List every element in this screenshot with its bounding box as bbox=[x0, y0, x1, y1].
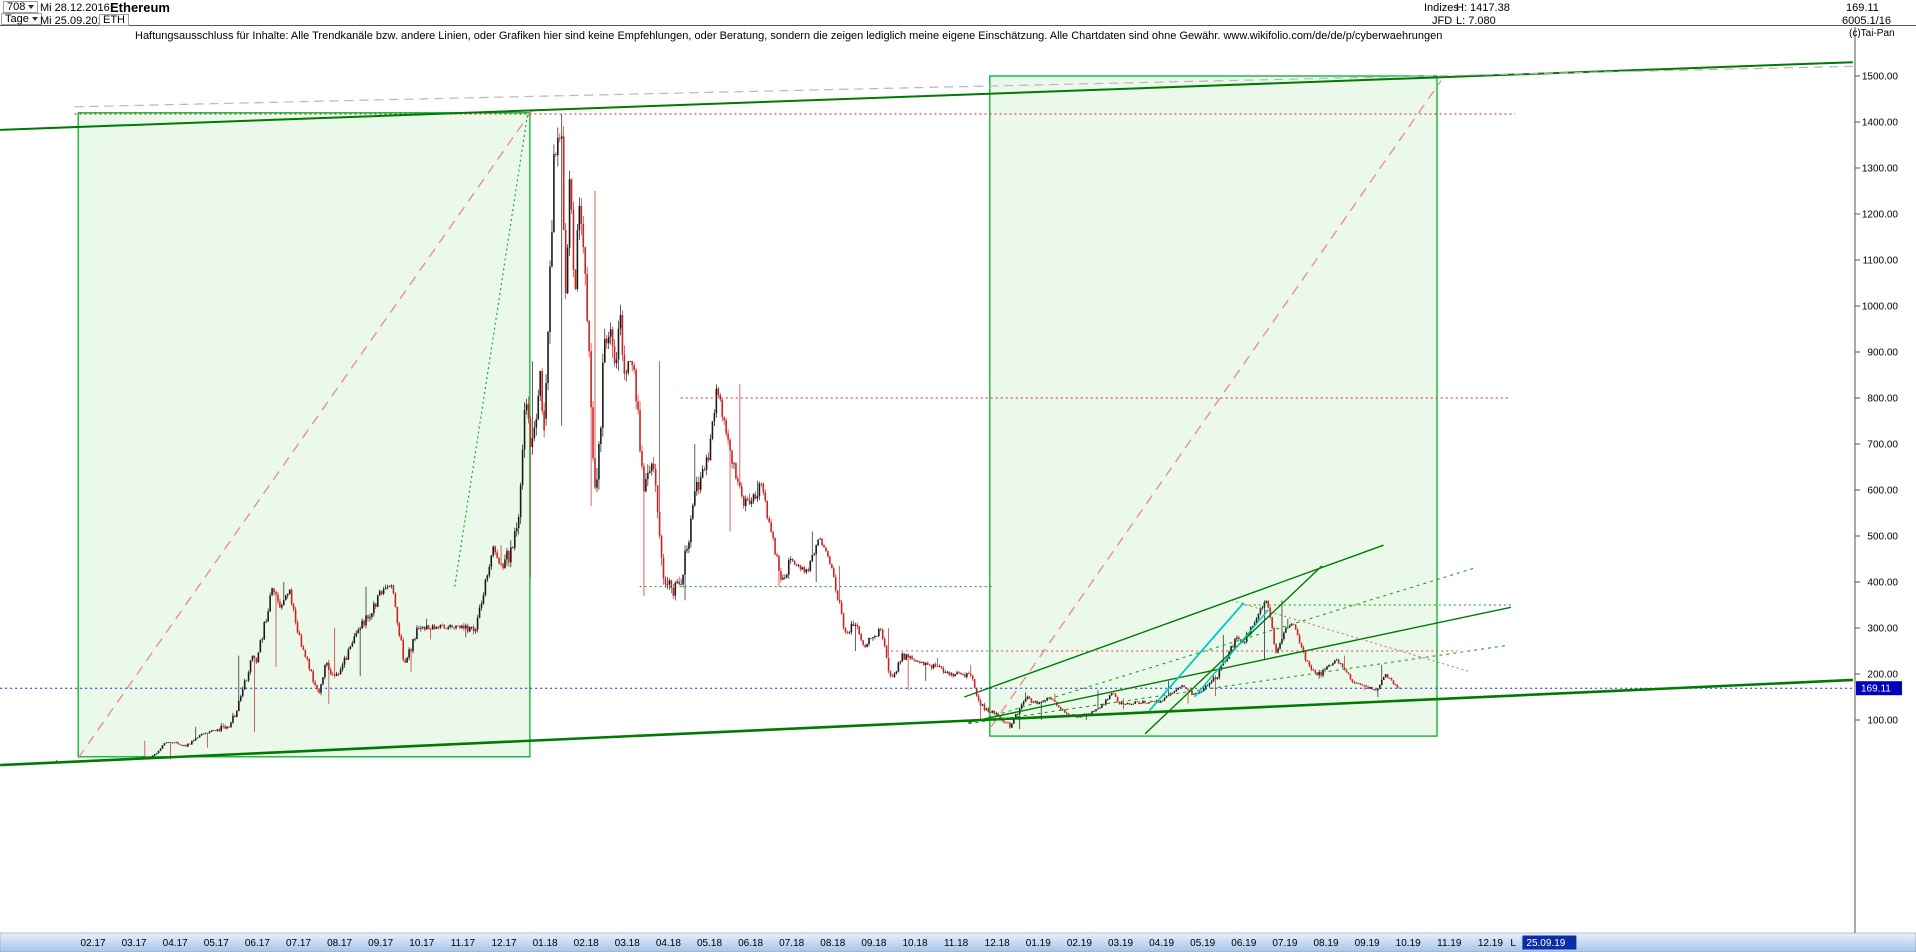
time-tick-label: 08.17 bbox=[327, 938, 352, 949]
cyan-trend-a bbox=[1148, 602, 1245, 712]
time-tick-label: 07.17 bbox=[286, 938, 311, 949]
price-tick-label: 1000.00 bbox=[1862, 302, 1899, 313]
time-tick-label: 03.19 bbox=[1108, 938, 1133, 949]
time-tick-label: 01.19 bbox=[1026, 938, 1051, 949]
time-tick-label: 05.18 bbox=[697, 938, 722, 949]
chevron-down-icon bbox=[31, 17, 38, 21]
trendlines-front bbox=[0, 61, 1853, 767]
price-tick-label: 100.00 bbox=[1867, 716, 1898, 727]
rally-2017-dashed bbox=[77, 110, 533, 759]
bars-count-value: 708 bbox=[7, 1, 26, 13]
day-high-value: H: 1417.38 bbox=[1456, 2, 1510, 14]
time-tick-label: 09.17 bbox=[368, 938, 393, 949]
time-tick-label: 05.19 bbox=[1190, 938, 1215, 949]
price-tick-label: 900.00 bbox=[1867, 348, 1898, 359]
candlestick-series bbox=[52, 114, 1401, 764]
time-tick-label: 07.18 bbox=[779, 938, 804, 949]
time-tick-label: 09.19 bbox=[1355, 938, 1380, 949]
time-tick-label: 04.17 bbox=[163, 938, 188, 949]
price-tick-label: 1200.00 bbox=[1862, 210, 1899, 221]
price-tick-label: 200.00 bbox=[1867, 670, 1898, 681]
price-tick-label: 700.00 bbox=[1867, 440, 1898, 451]
price-tick-label: 800.00 bbox=[1867, 394, 1898, 405]
price-tick-label: 1100.00 bbox=[1863, 256, 1899, 267]
price-tick-label: 400.00 bbox=[1867, 578, 1898, 589]
time-tick-label: 10.19 bbox=[1396, 938, 1421, 949]
time-tick-label: 10.17 bbox=[409, 938, 434, 949]
price-levels bbox=[0, 113, 1853, 689]
cyan-trend-b bbox=[1193, 609, 1269, 698]
time-tick-label: 08.18 bbox=[820, 938, 845, 949]
last-price-value: 169.11 bbox=[1846, 2, 1879, 14]
time-tick-label: 04.19 bbox=[1149, 938, 1174, 949]
time-tick-label: 02.19 bbox=[1067, 938, 1092, 949]
price-tick-label: 1500.00 bbox=[1862, 72, 1899, 83]
time-tick-label: 01.18 bbox=[533, 938, 558, 949]
price-tick-label: 600.00 bbox=[1867, 486, 1898, 497]
timeframe-value: Tage bbox=[5, 13, 29, 25]
time-tick-label: 07.19 bbox=[1272, 938, 1297, 949]
time-tick-label: 06.19 bbox=[1231, 938, 1256, 949]
day-low-value: L: 7.080 bbox=[1456, 15, 1496, 27]
plot-area bbox=[0, 61, 1853, 767]
price-tick-label: 300.00 bbox=[1867, 624, 1898, 635]
time-tick-label: 10.18 bbox=[902, 938, 927, 949]
time-tick-label: 08.19 bbox=[1313, 938, 1338, 949]
time-tick-label: 06.18 bbox=[738, 938, 763, 949]
last-date-value: 25.09.19 bbox=[1526, 938, 1565, 949]
time-tick-label: 05.17 bbox=[204, 938, 229, 949]
price-tick-label: 500.00 bbox=[1867, 532, 1898, 543]
time-tick-label: 04.18 bbox=[656, 938, 681, 949]
quote-value: 6005.1/16 bbox=[1842, 15, 1891, 27]
time-tick-label: 12.17 bbox=[491, 938, 516, 949]
time-tick-label: 02.17 bbox=[80, 938, 105, 949]
chevron-down-icon bbox=[28, 5, 35, 9]
last-date-badge bbox=[1522, 935, 1577, 950]
lower-support-line bbox=[0, 678, 1853, 767]
upper-gray-dashed bbox=[74, 65, 1853, 108]
time-tick-label: 11.18 bbox=[944, 938, 969, 949]
top-toolbar: 708 Mi 28.12.2016 Ethereum Tage Mi 25.09… bbox=[0, 0, 1916, 27]
instrument-title: Ethereum bbox=[110, 0, 170, 15]
channel-box-2019 bbox=[989, 75, 1438, 737]
rally-2019-dashed bbox=[990, 80, 1442, 728]
time-tick-label: 06.17 bbox=[245, 938, 270, 949]
trendlines-behind bbox=[77, 80, 1442, 759]
trend-2019-mid bbox=[968, 606, 1512, 723]
last-date-prefix: L bbox=[1510, 938, 1516, 949]
time-tick-label: 03.18 bbox=[615, 938, 640, 949]
copyright-label: (c)Tai-Pan bbox=[1849, 28, 1895, 39]
price-tick-label: 1400.00 bbox=[1862, 118, 1899, 129]
last-price-badge-value: 169.11 bbox=[1861, 684, 1891, 695]
time-tick-label: 03.17 bbox=[122, 938, 147, 949]
broker-label: JFD bbox=[1432, 15, 1453, 27]
time-tick-label: 12.18 bbox=[985, 938, 1010, 949]
bars-count-dropdown[interactable]: 708 bbox=[3, 1, 39, 13]
upper-channel-line bbox=[0, 61, 1853, 131]
price-tick-label: 1300.00 bbox=[1862, 164, 1899, 175]
disclaimer-text: Haftungsausschluss für Inhalte: Alle Tre… bbox=[135, 30, 1443, 42]
resistance-2019-descending bbox=[1231, 599, 1470, 673]
indizes-label[interactable]: Indizes bbox=[1424, 2, 1459, 14]
trend-2019-upper bbox=[964, 544, 1384, 698]
end-date-field[interactable]: Mi 25.09.2019 bbox=[40, 15, 110, 27]
start-date-field[interactable]: Mi 28.12.2016 bbox=[40, 2, 110, 14]
time-axis[interactable]: 02.17 03.17 04.17 05.17 06.17 07.17 08.17 09.17… bbox=[0, 932, 1916, 952]
time-tick-label: 12.19 bbox=[1478, 938, 1503, 949]
time-tick-label: 11.19 bbox=[1437, 938, 1462, 949]
last-price-badge bbox=[1856, 681, 1902, 696]
price-axis[interactable]: 100.00 200.00 300.00 400.00 500.00 600.00 700.… bbox=[1854, 27, 1902, 933]
time-tick-label: 02.18 bbox=[574, 938, 599, 949]
timeframe-dropdown[interactable]: Tage bbox=[1, 13, 42, 25]
time-tick-label: 11.17 bbox=[451, 938, 476, 949]
symbol-field[interactable]: ETH bbox=[99, 14, 129, 26]
time-tick-label: 09.18 bbox=[861, 938, 886, 949]
